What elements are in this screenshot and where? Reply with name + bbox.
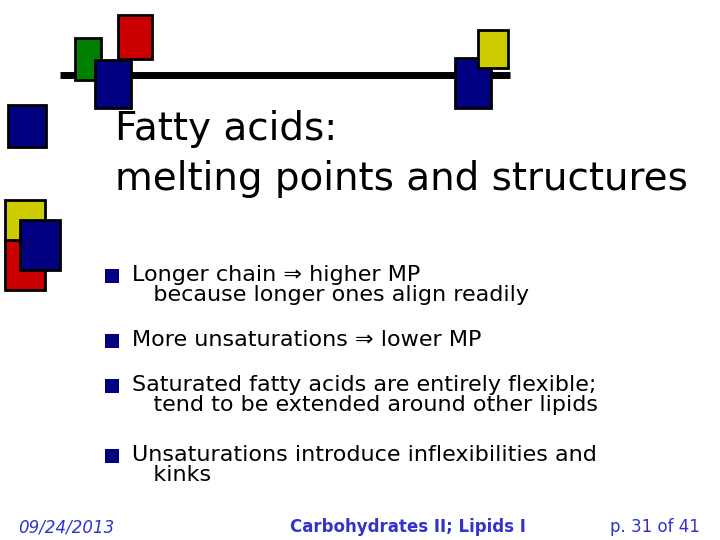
Text: More unsaturations ⇒ lower MP: More unsaturations ⇒ lower MP (132, 330, 482, 350)
Bar (95, 60, 131, 108)
Text: Fatty acids:: Fatty acids: (115, 110, 337, 148)
Bar (105, 269, 119, 283)
Text: Saturated fatty acids are entirely flexible;: Saturated fatty acids are entirely flexi… (132, 375, 596, 395)
Text: tend to be extended around other lipids: tend to be extended around other lipids (132, 395, 598, 415)
Text: Carbohydrates II; Lipids I: Carbohydrates II; Lipids I (290, 518, 526, 536)
Bar (455, 58, 491, 108)
Bar (118, 15, 152, 59)
Bar (105, 449, 119, 463)
Bar (478, 30, 508, 68)
Text: Unsaturations introduce inflexibilities and: Unsaturations introduce inflexibilities … (132, 445, 597, 465)
Text: melting points and structures: melting points and structures (115, 160, 688, 198)
Text: because longer ones align readily: because longer ones align readily (132, 285, 529, 305)
Text: 09/24/2013: 09/24/2013 (18, 518, 114, 536)
Bar (105, 379, 119, 393)
Text: kinks: kinks (132, 465, 211, 485)
Text: Longer chain ⇒ higher MP: Longer chain ⇒ higher MP (132, 265, 420, 285)
Bar (5, 240, 45, 290)
Bar (5, 200, 45, 245)
Text: p. 31 of 41: p. 31 of 41 (610, 518, 700, 536)
Bar (8, 105, 46, 147)
Bar (20, 220, 60, 270)
Bar (105, 334, 119, 348)
Bar (75, 38, 101, 80)
